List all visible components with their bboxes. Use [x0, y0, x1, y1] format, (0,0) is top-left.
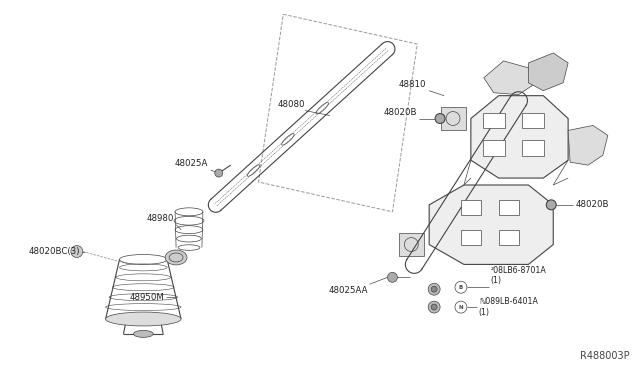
Text: N: N [459, 305, 463, 310]
Circle shape [431, 304, 437, 310]
Text: 48025AA: 48025AA [328, 286, 367, 295]
Ellipse shape [133, 330, 153, 337]
Bar [461, 230, 481, 245]
Ellipse shape [165, 250, 187, 265]
Polygon shape [399, 232, 424, 256]
Circle shape [428, 283, 440, 295]
Bar [483, 140, 504, 156]
Bar [499, 230, 518, 245]
Text: R488003P: R488003P [580, 351, 630, 361]
Polygon shape [568, 125, 608, 165]
Polygon shape [529, 53, 568, 91]
Bar [522, 113, 544, 128]
Polygon shape [441, 107, 466, 131]
Circle shape [431, 286, 437, 292]
Text: 48950M: 48950M [129, 293, 164, 302]
Circle shape [215, 169, 223, 177]
Bar [461, 201, 481, 215]
Bar [499, 201, 518, 215]
Text: ²08LB6-8701A
(1): ²08LB6-8701A (1) [491, 266, 547, 285]
Text: 48020B: 48020B [384, 108, 417, 116]
Circle shape [387, 272, 397, 282]
Polygon shape [484, 61, 533, 95]
Text: 48080: 48080 [278, 100, 305, 109]
Bar [483, 113, 504, 128]
Ellipse shape [106, 312, 181, 326]
Text: 48020B: 48020B [575, 201, 609, 209]
Text: 48810: 48810 [399, 80, 426, 89]
Polygon shape [471, 96, 568, 178]
Text: B: B [459, 285, 463, 290]
Circle shape [428, 301, 440, 313]
Text: 48025A: 48025A [175, 159, 208, 168]
Circle shape [435, 113, 445, 124]
Text: 48980: 48980 [147, 214, 174, 223]
Polygon shape [429, 185, 553, 264]
Bar [522, 140, 544, 156]
Circle shape [547, 200, 556, 210]
Circle shape [71, 246, 83, 257]
Text: 48020BC(3): 48020BC(3) [28, 247, 80, 256]
Text: ℕ089LB-6401A
(1): ℕ089LB-6401A (1) [479, 297, 538, 317]
